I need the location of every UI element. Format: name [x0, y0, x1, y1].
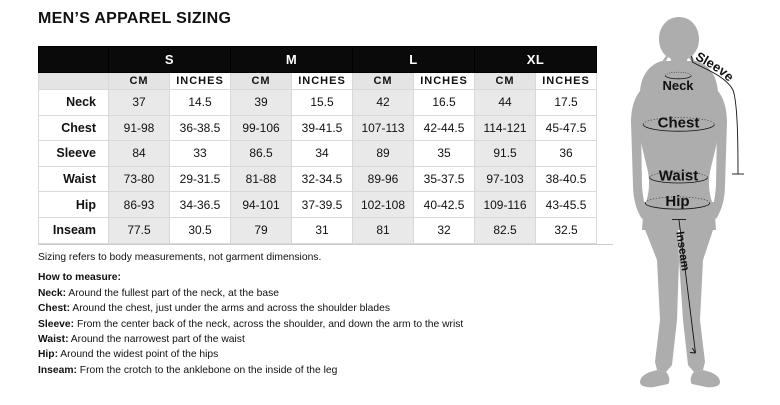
svg-text:Waist: Waist	[659, 168, 698, 185]
svg-text:Neck: Neck	[662, 78, 694, 93]
svg-text:Chest: Chest	[658, 115, 700, 132]
svg-text:Hip: Hip	[665, 193, 689, 210]
